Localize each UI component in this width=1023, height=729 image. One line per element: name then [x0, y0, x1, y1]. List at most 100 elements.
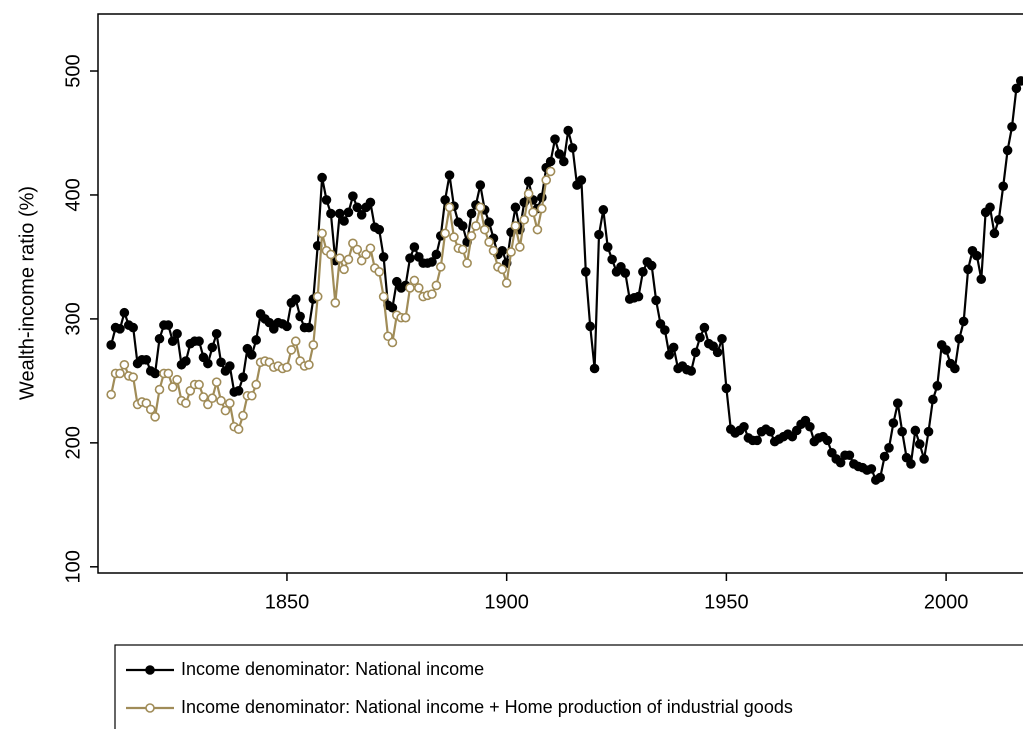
- data-point: [928, 394, 938, 405]
- data-point: [510, 221, 521, 231]
- legend-box: [114, 644, 1023, 729]
- y-axis-label: Wealth-income ratio (%): [16, 186, 38, 400]
- data-point: [405, 283, 415, 293]
- data-point: [435, 262, 446, 272]
- data-point: [479, 224, 490, 235]
- legend-label: Income denominator: National income: [181, 659, 484, 679]
- data-point: [932, 381, 943, 391]
- data-point: [888, 418, 899, 428]
- data-point: [563, 125, 573, 136]
- data-point: [897, 426, 907, 437]
- data-point: [616, 262, 626, 272]
- data-point: [633, 291, 644, 302]
- data-point: [216, 395, 226, 406]
- data-point: [304, 322, 314, 333]
- data-point: [484, 237, 494, 247]
- data-point: [444, 202, 455, 213]
- data-point: [655, 319, 666, 329]
- data-point: [879, 451, 890, 462]
- data-point: [308, 340, 319, 350]
- legend-label: Income denominator: National income + Ho…: [181, 697, 793, 717]
- data-point: [282, 321, 292, 332]
- data-point: [690, 347, 701, 358]
- data-point: [607, 254, 617, 265]
- data-point: [167, 336, 178, 347]
- data-point: [668, 342, 679, 353]
- legend-marker: [145, 703, 155, 713]
- data-point: [233, 385, 244, 396]
- data-point: [317, 172, 327, 183]
- data-point: [387, 337, 398, 348]
- data-point: [576, 175, 587, 185]
- data-point: [892, 398, 903, 408]
- data-point: [348, 191, 358, 202]
- y-tick-label: 300: [62, 302, 84, 335]
- data-point: [594, 229, 604, 240]
- data-point: [646, 260, 657, 271]
- data-point: [198, 352, 209, 363]
- data-point: [554, 149, 565, 159]
- data-point: [800, 415, 811, 426]
- data-point: [567, 143, 578, 153]
- data-point: [128, 372, 138, 382]
- data-point: [686, 366, 697, 376]
- data-point: [225, 361, 235, 371]
- data-point: [400, 312, 411, 323]
- data-point: [440, 195, 450, 205]
- data-point: [352, 244, 363, 255]
- data-point: [941, 345, 951, 355]
- data-point: [167, 382, 178, 392]
- data-point: [712, 347, 723, 358]
- data-point: [989, 228, 1000, 239]
- data-point: [958, 316, 969, 327]
- data-point: [717, 333, 727, 344]
- data-point: [145, 404, 156, 415]
- plot-area: [106, 76, 1023, 485]
- data-point: [106, 340, 116, 350]
- data-point: [238, 410, 248, 421]
- data-point: [211, 328, 222, 339]
- data-point: [440, 228, 450, 239]
- data-point: [154, 333, 165, 344]
- data-point: [225, 398, 235, 408]
- data-point: [198, 392, 209, 402]
- data-point: [251, 335, 261, 345]
- data-point: [181, 398, 191, 408]
- data-point: [598, 205, 609, 215]
- data-point: [580, 267, 591, 277]
- data-point: [638, 267, 648, 277]
- data-point: [242, 343, 253, 354]
- data-point: [365, 197, 376, 208]
- data-point: [466, 208, 477, 219]
- data-point: [247, 390, 257, 401]
- data-point: [216, 357, 226, 368]
- data-point: [427, 257, 437, 267]
- data-point: [558, 156, 569, 167]
- data-point: [352, 202, 363, 213]
- data-point: [268, 324, 279, 334]
- data-point: [475, 180, 486, 190]
- data-point: [128, 322, 138, 333]
- data-point: [550, 134, 560, 144]
- data-point: [409, 275, 420, 286]
- data-point: [405, 253, 415, 263]
- data-point: [387, 302, 398, 313]
- data-point: [466, 231, 477, 241]
- data-point: [211, 377, 222, 387]
- data-point: [194, 336, 204, 347]
- data-point: [203, 358, 213, 369]
- data-point: [950, 363, 960, 374]
- data-point: [378, 252, 389, 262]
- data-point: [998, 181, 1009, 192]
- data-point: [827, 447, 837, 458]
- data-point: [497, 245, 508, 256]
- data-point: [506, 247, 516, 257]
- data-point: [708, 341, 719, 351]
- data-point: [334, 253, 345, 263]
- data-point: [791, 425, 802, 436]
- x-tick-label: 1950: [704, 591, 749, 613]
- data-point: [378, 291, 389, 302]
- legend-marker: [145, 665, 155, 675]
- data-point: [374, 267, 385, 277]
- data-point: [910, 425, 921, 436]
